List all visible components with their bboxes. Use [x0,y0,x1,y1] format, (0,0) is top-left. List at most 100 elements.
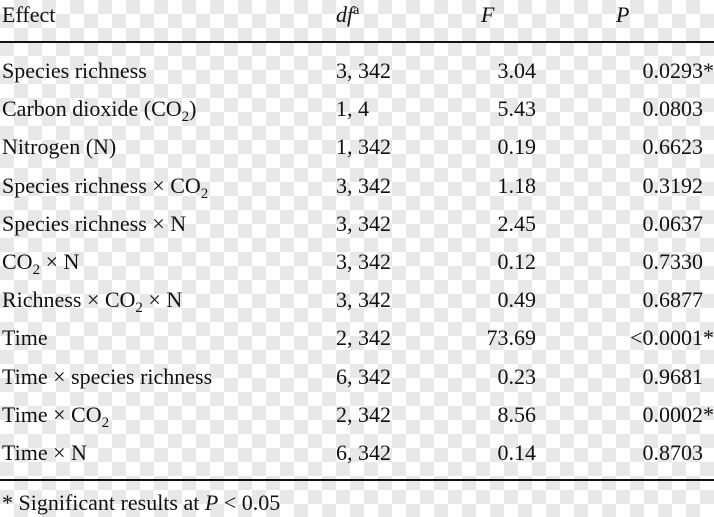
p-value: 0.3192 [642,172,704,198]
p-value: 0.0293 [642,58,704,83]
text: Time × CO [2,401,102,427]
header-f: F [481,2,495,27]
f-value: 3.04 [497,58,537,83]
p-cell: <0.0001 [630,325,703,351]
text: Richness × CO [2,287,136,313]
df-value: 3, 342 [336,287,391,313]
df-value: 2, 342 [336,401,391,427]
text: × N [142,287,183,313]
header-cell: dfa [336,2,359,28]
df-value: 6, 342 [336,363,391,389]
text: ) [189,96,197,122]
p-cell: 0.0293 [643,58,704,84]
subscript: 2 [181,109,190,126]
f-cell: 0.19 [498,134,537,160]
header-cell: F [481,2,494,28]
f-cell: 73.69 [487,325,537,351]
subscript: 2 [32,262,41,278]
footnote: * Significant results at P < 0.05 [2,490,280,516]
f-value: 0.12 [497,249,537,274]
effect-cell: Time [2,325,48,351]
p-value: 0.8703 [642,440,704,465]
df-value: 1, 4 [336,96,369,122]
p-cell: 0.6877 [643,287,704,313]
text: Time × N [2,440,87,465]
effect-cell: Species richness × CO2 [2,172,209,202]
header-cell: P [616,2,629,28]
f-cell: 0.12 [498,249,537,275]
p-cell: 0.9681 [643,364,704,390]
effect-cell: Nitrogen (N) [2,134,116,160]
p-value: 0.9681 [642,363,704,389]
subscript: 2 [101,414,110,431]
p-cell: 0.3192 [643,173,704,199]
header-p: P [616,2,630,27]
df-cell: 6, 342 [336,364,391,390]
effect-cell: Richness × CO2 × N [2,287,183,317]
f-value: 0.49 [497,287,537,313]
p-value: 0.0803 [642,96,704,122]
text: Species richness × CO [2,172,201,198]
p-value: <0.0001 [630,325,703,351]
text: Species richness [2,58,147,83]
f-cell: 5.43 [498,96,537,122]
p-cell: 0.7330 [643,249,704,275]
subscript: 2 [200,185,209,202]
f-cell: 2.45 [498,211,537,237]
italic-text: P [204,490,219,515]
p-cell: 0.0637 [643,211,704,237]
p-value: 0.0637 [642,210,704,236]
p-note: * [703,325,714,351]
text: Time × species richness [2,363,213,389]
p-cell: 0.8703 [643,440,704,466]
f-cell: 0.14 [498,440,537,466]
header-effect: Effect [2,2,56,27]
effect-cell: Species richness [2,58,147,84]
subscript: 2 [135,300,143,317]
df-value: 3, 342 [336,210,391,236]
text: < 0.05 [218,490,281,515]
text: × N [40,249,80,274]
df-value: 3, 342 [336,172,391,198]
top-rule [0,41,714,43]
f-value: 0.19 [497,134,537,160]
df-value: 3, 342 [336,58,391,83]
f-value: 73.69 [486,325,537,351]
df-cell: 3, 342 [336,249,391,275]
df-cell: 6, 342 [336,440,391,466]
df-value: 2, 342 [336,325,391,351]
text: * Significant results at [2,490,205,515]
f-cell: 1.18 [498,173,537,199]
p-value: 0.6877 [642,287,704,313]
effect-cell: Time × CO2 [2,401,110,431]
df-value: 1, 342 [336,134,391,160]
effect-cell: Time × species richness [2,364,212,390]
f-value: 8.56 [497,401,537,427]
effect-cell: CO2 × N [2,249,80,278]
df-cell: 1, 342 [336,134,391,160]
f-cell: 0.23 [498,364,537,390]
header-df: df [336,2,354,27]
p-note-cell: * [703,58,714,84]
p-note: * [703,58,714,83]
bottom-rule [0,479,714,481]
p-cell: 0.0803 [643,96,704,122]
f-cell: 3.04 [498,58,537,84]
df-value: 3, 342 [336,249,391,274]
text: Species richness × N [2,210,187,236]
p-value: 0.7330 [642,249,704,274]
effect-cell: Time × N [2,440,87,466]
p-value: 0.6623 [642,134,704,160]
f-value: 1.18 [497,172,537,198]
text: Time [2,325,48,351]
f-cell: 8.56 [498,402,537,428]
text: Carbon dioxide (CO [2,96,182,122]
df-cell: 1, 4 [336,96,369,122]
text: Nitrogen (N) [2,134,117,160]
p-cell: 0.0002 [643,402,704,428]
p-cell: 0.6623 [643,134,704,160]
f-value: 0.23 [497,363,537,389]
p-note: * [703,401,714,427]
header-df-note: a [353,3,360,18]
